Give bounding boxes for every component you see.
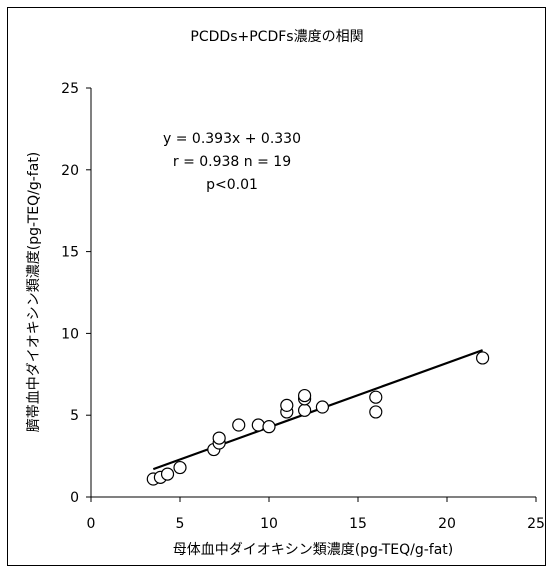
points-layer <box>146 351 490 486</box>
data-point <box>173 460 187 475</box>
x-tick-label: 20 <box>438 516 456 532</box>
chart-frame <box>7 7 546 566</box>
data-point <box>476 351 490 365</box>
data-point <box>369 390 383 404</box>
x-axis-title: 母体血中ダイオキシン類濃度(pg-TEQ/g-fat) <box>173 542 454 558</box>
regression-equation: y = 0.393x + 0.330 <box>163 131 301 147</box>
x-tick-label: 10 <box>260 516 278 532</box>
y-tick-label: 10 <box>61 326 79 342</box>
data-point <box>298 403 312 417</box>
annotation-block: y = 0.393x + 0.330 r = 0.938 n = 19 p<0.… <box>163 131 301 193</box>
data-point <box>212 431 226 445</box>
y-tick-label: 0 <box>70 490 79 506</box>
y-tick-label: 25 <box>61 81 79 97</box>
x-tick-label: 5 <box>176 516 185 532</box>
x-ticks: 0 5 10 15 20 25 <box>87 497 545 532</box>
x-tick-label: 0 <box>87 516 96 532</box>
data-point <box>369 405 383 419</box>
y-tick-label: 15 <box>61 245 79 261</box>
x-tick-label: 15 <box>349 516 367 532</box>
data-point <box>315 400 329 414</box>
y-axis-title: 臍帯血中ダイオキシン類濃度(pg-TEQ/g-fat) <box>26 152 42 433</box>
chart-title: PCDDs+PCDFs濃度の相関 <box>190 29 363 45</box>
correlation-stats: r = 0.938 n = 19 <box>173 154 291 170</box>
y-tick-label: 5 <box>70 408 79 424</box>
data-point <box>251 418 265 432</box>
data-point <box>262 420 276 434</box>
data-point <box>160 467 175 481</box>
y-ticks: 0 5 10 15 20 25 <box>61 81 91 506</box>
data-point <box>232 418 246 432</box>
y-tick-label: 20 <box>61 163 79 179</box>
data-point <box>280 398 294 412</box>
data-point <box>298 388 312 403</box>
p-value: p<0.01 <box>206 177 258 193</box>
x-tick-label: 25 <box>527 516 545 532</box>
